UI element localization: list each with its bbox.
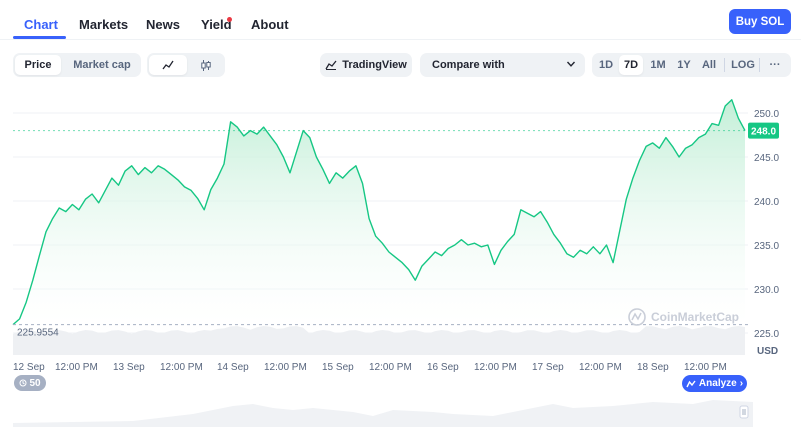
volume-shape bbox=[13, 320, 745, 355]
price-line-path bbox=[12, 99, 746, 326]
log-scale-button[interactable]: LOG bbox=[731, 59, 755, 71]
price-area bbox=[13, 99, 745, 325]
x-tick-label: 12 Sep bbox=[13, 362, 45, 373]
analyze-button[interactable]: Analyze › bbox=[682, 375, 747, 392]
tradingview-button[interactable]: TradingView bbox=[320, 53, 412, 77]
y-tick-label: 235.0 bbox=[754, 241, 779, 252]
toolbar-divider bbox=[724, 58, 725, 72]
range-1y[interactable]: 1Y bbox=[677, 59, 691, 71]
x-tick-label: 16 Sep bbox=[427, 362, 459, 373]
range-all[interactable]: All bbox=[701, 59, 717, 71]
candlestick-icon[interactable] bbox=[189, 55, 223, 75]
buy-sol-button[interactable]: Buy SOL bbox=[729, 9, 791, 34]
toolbar-divider bbox=[759, 58, 760, 72]
tab-about[interactable]: About bbox=[251, 17, 289, 32]
range-1d[interactable]: 1D bbox=[598, 59, 614, 71]
top-nav: Chart Markets News Yield About Buy SOL bbox=[0, 0, 801, 40]
time-range-toggle: 1D 7D 1M 1Y All LOG ··· bbox=[592, 53, 791, 77]
x-tick-label: 14 Sep bbox=[217, 362, 249, 373]
analyze-label: Analyze bbox=[698, 378, 737, 389]
x-tick-label: 12:00 PM bbox=[264, 362, 307, 373]
x-tick-label: 17 Sep bbox=[532, 362, 564, 373]
y-tick-label: 230.0 bbox=[754, 285, 779, 296]
yield-notification-dot bbox=[227, 17, 232, 22]
history-icon bbox=[19, 379, 27, 387]
chevron-right-icon: › bbox=[739, 378, 744, 389]
tab-markets[interactable]: Markets bbox=[79, 17, 129, 32]
x-tick-label: 12:00 PM bbox=[684, 362, 727, 373]
watermark: CoinMarketCap bbox=[628, 308, 739, 326]
x-tick-label: 13 Sep bbox=[113, 362, 145, 373]
analyze-icon bbox=[686, 380, 696, 387]
compare-label: Compare with bbox=[432, 59, 505, 71]
y-axis: 250.0 245.0 240.0 235.0 230.0 225.0 USD bbox=[754, 109, 779, 357]
x-tick-label: 12:00 PM bbox=[579, 362, 622, 373]
tab-yield[interactable]: Yield bbox=[201, 17, 232, 32]
watermark-text: CoinMarketCap bbox=[651, 310, 739, 324]
volume-badge[interactable]: 50 bbox=[14, 375, 46, 391]
volume-badge-value: 50 bbox=[29, 377, 41, 389]
price-chart[interactable]: 225.9554 248.0 CoinMarketCap 250.0 245.0 24… bbox=[0, 88, 801, 378]
y-tick-label: 225.0 bbox=[754, 329, 779, 340]
chart-mode-toggle: Price Market cap bbox=[13, 53, 141, 77]
navigator-svg bbox=[13, 400, 753, 427]
x-axis: 12 Sep 12:00 PM 13 Sep 12:00 PM 14 Sep 12:00 … bbox=[13, 362, 727, 373]
y-axis-unit: USD bbox=[757, 346, 778, 357]
tab-news[interactable]: News bbox=[146, 17, 180, 32]
y-tick-label: 240.0 bbox=[754, 197, 779, 208]
market-cap-tab[interactable]: Market cap bbox=[73, 59, 131, 71]
tradingview-label: TradingView bbox=[342, 59, 407, 71]
price-chart-svg: 225.9554 248.0 CoinMarketCap 250.0 245.0 24… bbox=[12, 99, 779, 373]
compare-with-dropdown[interactable]: Compare with bbox=[420, 53, 585, 77]
tab-chart[interactable]: Chart bbox=[24, 17, 58, 32]
price-line bbox=[12, 99, 746, 326]
price-area-fill bbox=[13, 99, 745, 325]
x-tick-label: 15 Sep bbox=[322, 362, 354, 373]
chart-marks: 225.9554 248.0 bbox=[13, 122, 779, 339]
chevron-down-icon bbox=[566, 61, 576, 67]
tradingview-icon bbox=[325, 60, 337, 70]
navigator-handle[interactable] bbox=[739, 405, 749, 419]
active-tab-indicator bbox=[13, 36, 66, 39]
current-price-badge bbox=[748, 122, 779, 139]
x-tick-label: 12:00 PM bbox=[474, 362, 517, 373]
chart-navigator[interactable] bbox=[13, 396, 753, 427]
x-tick-label: 12:00 PM bbox=[369, 362, 412, 373]
x-tick-label: 12:00 PM bbox=[160, 362, 203, 373]
x-tick-label: 12:00 PM bbox=[55, 362, 98, 373]
range-1m[interactable]: 1M bbox=[650, 59, 666, 71]
volume-area bbox=[13, 320, 745, 355]
chart-type-toggle bbox=[147, 53, 225, 77]
y-tick-label: 250.0 bbox=[754, 109, 779, 120]
line-chart-icon[interactable] bbox=[149, 55, 187, 75]
price-tab[interactable]: Price bbox=[15, 55, 61, 75]
current-price-label: 248.0 bbox=[751, 127, 776, 138]
y-tick-label: 245.0 bbox=[754, 153, 779, 164]
navigator-area bbox=[13, 400, 753, 427]
range-7d[interactable]: 7D bbox=[619, 55, 643, 75]
more-options-button[interactable]: ··· bbox=[769, 59, 781, 71]
x-tick-label: 18 Sep bbox=[637, 362, 669, 373]
min-price-label: 225.9554 bbox=[17, 328, 59, 339]
